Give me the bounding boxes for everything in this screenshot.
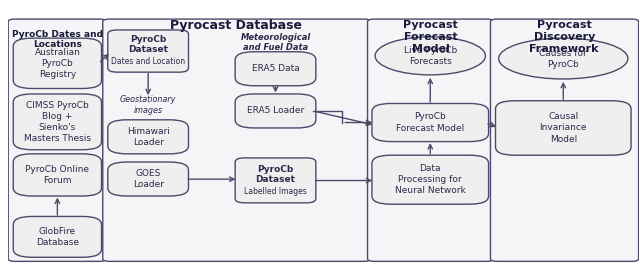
Text: ERA5 Loader: ERA5 Loader: [247, 106, 304, 115]
Text: Causal
Invariance
Model: Causal Invariance Model: [540, 112, 587, 144]
FancyBboxPatch shape: [13, 94, 102, 150]
Text: Australian
PyroCb
Registry: Australian PyroCb Registry: [35, 48, 80, 79]
Text: Pyrocast
Forecast
Model: Pyrocast Forecast Model: [403, 20, 458, 54]
Text: Pyrocast
Discovery
Framework: Pyrocast Discovery Framework: [529, 20, 599, 54]
Text: PyroCb
Dataset: PyroCb Dataset: [128, 35, 168, 54]
FancyBboxPatch shape: [8, 19, 106, 261]
FancyBboxPatch shape: [103, 19, 371, 261]
Text: Himawari
Loader: Himawari Loader: [127, 127, 170, 147]
Text: Causes for
PyroCb: Causes for PyroCb: [540, 48, 587, 68]
Text: CIMSS PyroCb
Blog +
Sienko's
Masters Thesis: CIMSS PyroCb Blog + Sienko's Masters The…: [24, 101, 91, 143]
FancyBboxPatch shape: [235, 158, 316, 203]
Text: GlobFire
Database: GlobFire Database: [36, 227, 79, 247]
FancyBboxPatch shape: [372, 155, 488, 204]
FancyBboxPatch shape: [235, 94, 316, 128]
FancyBboxPatch shape: [235, 52, 316, 86]
Ellipse shape: [499, 38, 628, 79]
Text: GOES
Loader: GOES Loader: [132, 169, 164, 189]
Text: Meteorological
and Fuel Data: Meteorological and Fuel Data: [241, 32, 310, 52]
Text: Dates and Location: Dates and Location: [111, 57, 185, 66]
Text: Live PyroCb
Forecasts: Live PyroCb Forecasts: [404, 46, 457, 66]
Text: PyroCb Online
Forum: PyroCb Online Forum: [26, 165, 90, 185]
FancyBboxPatch shape: [13, 38, 102, 89]
FancyBboxPatch shape: [372, 103, 488, 142]
Text: Data
Processing for
Neural Network: Data Processing for Neural Network: [395, 164, 466, 195]
FancyBboxPatch shape: [13, 216, 102, 257]
FancyBboxPatch shape: [108, 30, 189, 72]
FancyBboxPatch shape: [108, 120, 189, 154]
Text: PyroCb
Forecast Model: PyroCb Forecast Model: [396, 112, 465, 133]
Text: Geostationary
images: Geostationary images: [120, 95, 177, 114]
FancyBboxPatch shape: [495, 101, 631, 155]
Text: Labelled Images: Labelled Images: [244, 187, 307, 196]
Text: Pyrocast Database: Pyrocast Database: [170, 19, 303, 32]
Ellipse shape: [375, 37, 485, 75]
Text: ERA5 Data: ERA5 Data: [252, 64, 300, 73]
FancyBboxPatch shape: [108, 162, 189, 196]
FancyBboxPatch shape: [13, 154, 102, 196]
FancyBboxPatch shape: [490, 19, 639, 261]
Text: PyroCb Dates and
Locations: PyroCb Dates and Locations: [12, 30, 103, 50]
FancyBboxPatch shape: [367, 19, 493, 261]
Text: PyroCb
Dataset: PyroCb Dataset: [255, 165, 296, 184]
